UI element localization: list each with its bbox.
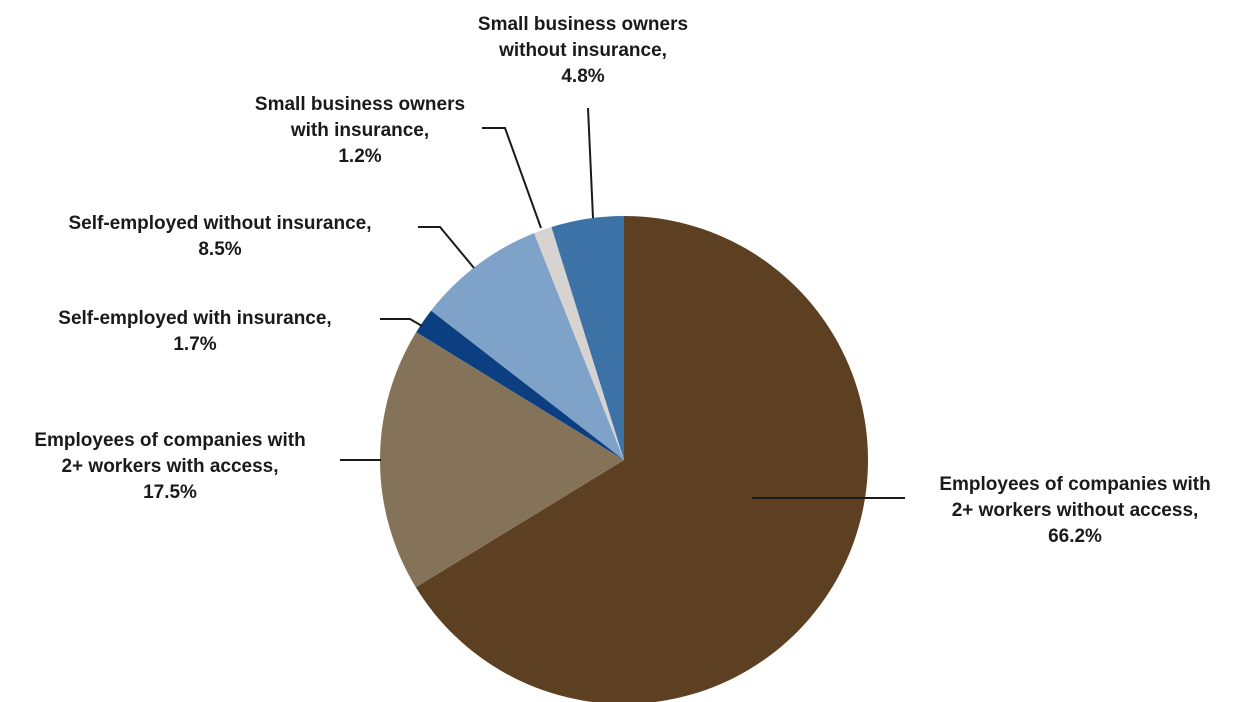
leader-line xyxy=(380,318,423,327)
slice-label-line: 1.2% xyxy=(338,146,381,167)
slice-label: Self-employed without insurance, 8.5% xyxy=(69,213,372,260)
pie-slice xyxy=(431,233,624,460)
leader-line xyxy=(418,226,475,269)
slice-label-line: Small business owners xyxy=(478,14,688,35)
slice-label: Self-employed with insurance, 1.7% xyxy=(58,308,331,355)
pie-slice xyxy=(415,216,868,702)
pie-slice xyxy=(534,227,624,460)
slice-labels: Employees of companies with 2+ workers wi… xyxy=(34,14,1210,547)
leader-line xyxy=(482,127,542,229)
slice-label: Small business owners with insurance, 1.2% xyxy=(255,94,465,167)
slice-label-line: 17.5% xyxy=(143,482,197,503)
pie-slice xyxy=(551,216,624,460)
slice-label-line: 1.7% xyxy=(173,334,216,355)
pie-slices xyxy=(379,216,868,702)
slice-label-line: 4.8% xyxy=(561,66,604,87)
slice-label-line: with insurance, xyxy=(290,120,429,141)
slice-label-line: Employees of companies with xyxy=(34,430,305,451)
slice-label-line: Employees of companies with xyxy=(939,474,1210,495)
slice-label-line: 2+ workers with access, xyxy=(61,456,278,477)
leader-line xyxy=(587,107,594,219)
slice-label-line: Self-employed without insurance, xyxy=(69,213,372,234)
slice-label-line: 8.5% xyxy=(198,239,241,260)
slice-label: Small business owners without insurance, 4… xyxy=(478,14,688,87)
pie-slice xyxy=(379,332,624,588)
slice-label-line: 2+ workers without access, xyxy=(952,500,1199,521)
slice-label-line: Small business owners xyxy=(255,94,465,115)
slice-label-line: Self-employed with insurance, xyxy=(58,308,331,329)
slice-label: Employees of companies with 2+ workers wi… xyxy=(34,430,305,503)
slice-label: Employees of companies with 2+ workers wi… xyxy=(939,474,1210,547)
pie-slice xyxy=(416,310,624,460)
leader-lines xyxy=(340,107,905,499)
slice-label-line: without insurance, xyxy=(498,40,667,61)
slice-label-line: 66.2% xyxy=(1048,526,1102,547)
